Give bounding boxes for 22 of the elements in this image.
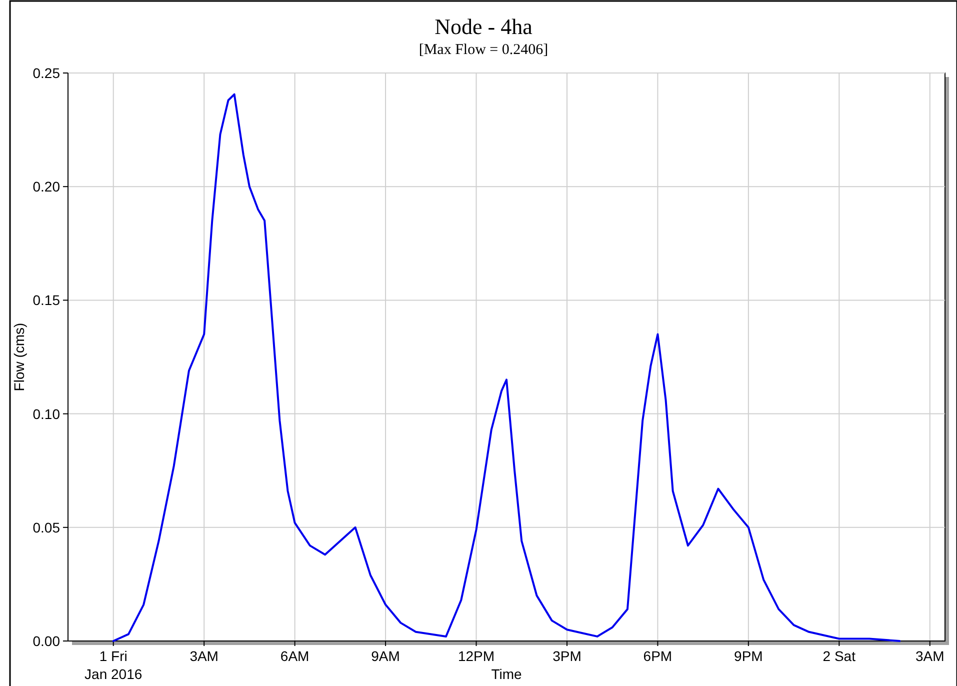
x-tick-label: 1 Fri: [99, 648, 128, 664]
x-tick-label: 3PM: [552, 648, 582, 664]
y-tick-label: 0.20: [32, 178, 60, 195]
chart-title: Node - 4ha: [434, 14, 533, 39]
line-series: [112, 93, 901, 642]
text: Jan 2016: [84, 666, 142, 682]
x-tick-label: 6PM: [643, 648, 672, 664]
x-tick-label: 9PM: [734, 648, 763, 664]
y-axis-title: Flow (cms): [11, 322, 27, 392]
x-tick-label: 6AM: [280, 648, 310, 664]
x-tick-label: 3AM: [190, 648, 218, 664]
x-axis-title: Time: [491, 666, 522, 682]
y-tick-label: 0.05: [32, 519, 60, 536]
x-tick-label: 3AM: [915, 648, 944, 664]
y-tick-label: 0.10: [32, 406, 60, 422]
x-tick-label: 9AM: [371, 648, 400, 664]
x-tick-label: 12PM: [458, 648, 495, 664]
chart-subtitle: [Max Flow = 0.2406]: [418, 42, 548, 58]
y-tick-label: 0.15: [32, 292, 60, 308]
y-tick-label: 0.25: [32, 65, 60, 81]
x-tick-label: 2 Sat: [822, 648, 856, 664]
y-tick-label: 0.00: [32, 633, 60, 649]
